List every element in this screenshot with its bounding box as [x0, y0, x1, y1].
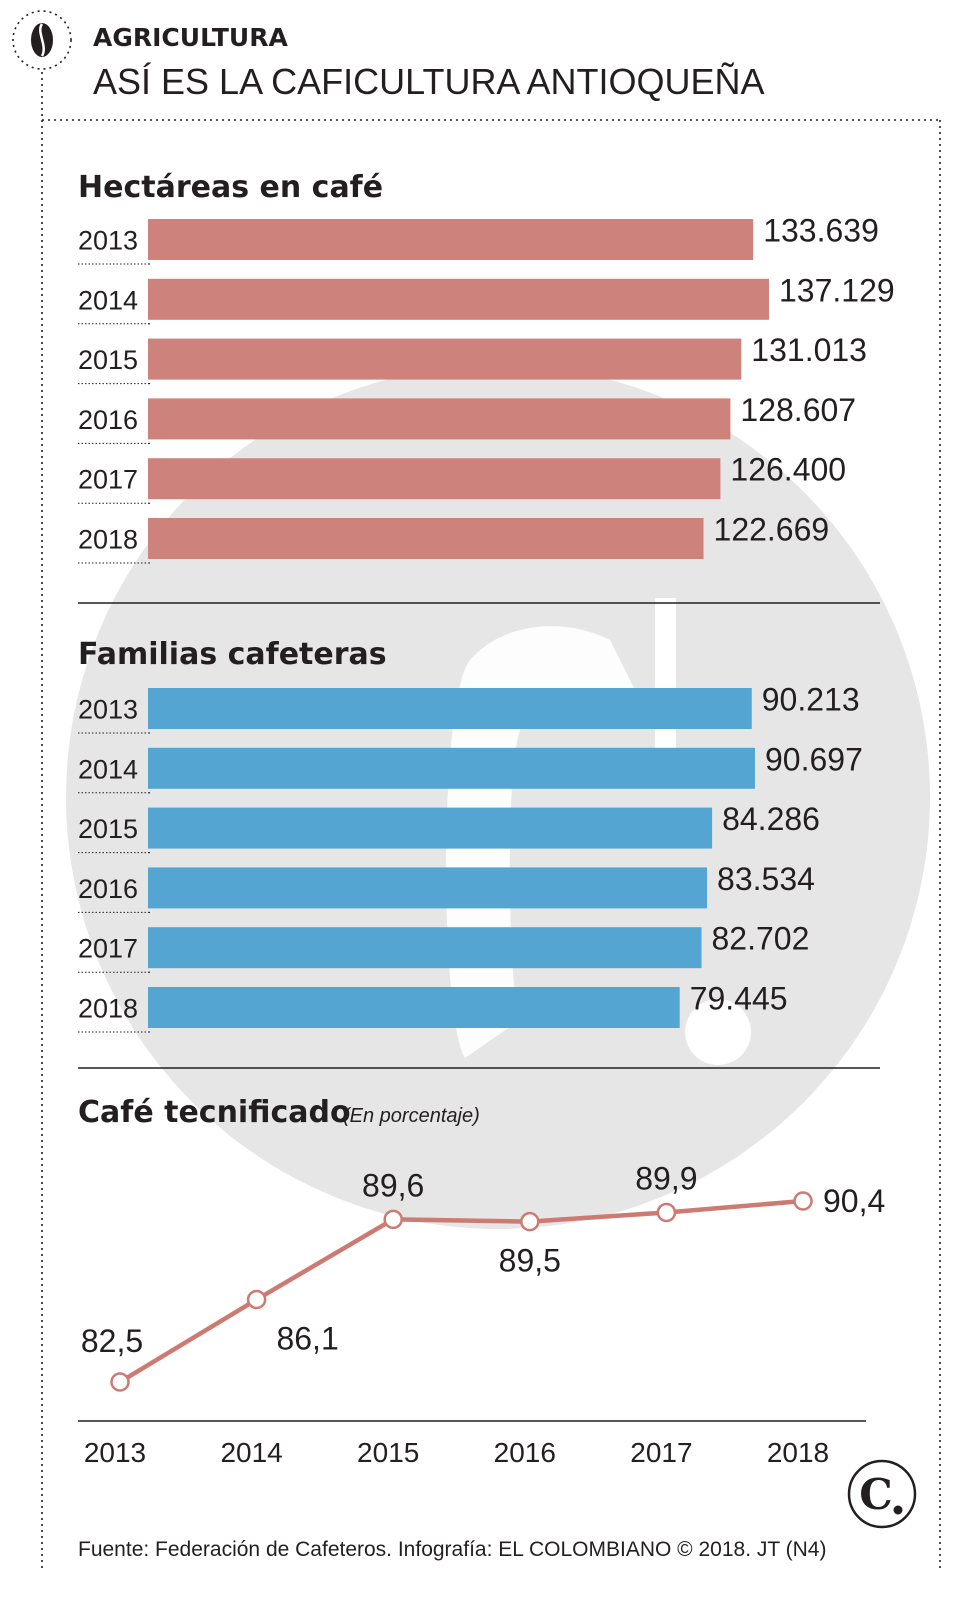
data-point	[246, 1289, 267, 1310]
bar-category-label: 2017	[78, 934, 138, 964]
bar	[148, 688, 752, 729]
logo-letter: C	[859, 1470, 892, 1519]
bar-category-label: 2015	[78, 345, 138, 375]
bar	[148, 338, 742, 380]
series-line	[118, 1198, 804, 1384]
bar	[148, 807, 713, 849]
source-note: Fuente: Federación de Cafeteros. Infogra…	[78, 1538, 826, 1561]
bar-value-label: 90.213	[762, 682, 860, 718]
kicker: AGRICULTURA	[93, 23, 288, 52]
bar-value-label: 83.534	[717, 861, 815, 897]
hectares-chart: Hectáreas en café 2013 133.639 2014 137.129…	[78, 170, 895, 564]
point-value-label: 89,5	[499, 1243, 561, 1279]
bar-category-label: 2014	[78, 285, 138, 315]
bar-category-label: 2018	[78, 525, 138, 555]
bar-value-label: 126.400	[730, 452, 846, 488]
tech-chart: Café tecnificado (En porcentaje) 82,5 201…	[78, 1095, 885, 1468]
bar-category-label: 2015	[78, 814, 138, 844]
bar-category-label: 2013	[78, 695, 138, 725]
bar-category-label: 2018	[78, 994, 138, 1024]
bar-value-label: 131.013	[751, 332, 867, 368]
footer: Fuente: Federación de Cafeteros. Infogra…	[78, 1459, 917, 1561]
bar-value-label: 128.607	[740, 392, 856, 428]
bar-category-label: 2017	[78, 465, 138, 495]
coffee-bean-icon	[12, 10, 72, 70]
x-tick-label: 2015	[357, 1437, 419, 1468]
el-colombiano-logo-icon: C	[847, 1459, 917, 1529]
data-point	[793, 1191, 813, 1211]
hectares-title: Hectáreas en café	[78, 170, 383, 205]
headline: ASÍ ES LA CAFICULTURA ANTIOQUEÑA	[93, 61, 765, 102]
families-chart: Familias cafeteras 2013 90.213 2014 90.697 2…	[78, 637, 863, 1033]
point-value-label: 90,4	[823, 1183, 885, 1219]
families-title: Familias cafeteras	[78, 637, 387, 672]
bar	[148, 518, 704, 559]
bar-value-label: 137.129	[779, 272, 895, 308]
bar	[148, 219, 754, 260]
bar	[148, 867, 708, 909]
data-point	[110, 1372, 130, 1392]
x-tick-label: 2016	[494, 1437, 556, 1468]
data-point	[383, 1209, 403, 1230]
point-value-label: 86,1	[276, 1321, 338, 1357]
bar-value-label: 79.445	[690, 981, 788, 1017]
x-tick-label: 2018	[767, 1437, 829, 1468]
bar-value-label: 84.286	[722, 801, 820, 837]
bar	[148, 278, 769, 320]
data-point	[520, 1211, 540, 1232]
bar-value-label: 133.639	[763, 213, 879, 249]
tech-title: Café tecnificado	[78, 1095, 351, 1130]
frame	[41, 72, 941, 1568]
bar-value-label: 90.697	[765, 741, 863, 777]
point-value-label: 89,6	[362, 1167, 424, 1203]
point-value-label: 89,9	[635, 1160, 697, 1196]
bar-category-label: 2014	[78, 754, 138, 784]
bar-category-label: 2016	[78, 874, 138, 904]
bar	[148, 458, 721, 500]
x-tick-label: 2013	[84, 1437, 146, 1468]
bar	[148, 747, 755, 789]
header: AGRICULTURA ASÍ ES LA CAFICULTURA ANTIOQ…	[12, 10, 765, 102]
tech-subtitle: (En porcentaje)	[343, 1105, 480, 1127]
bar	[148, 927, 702, 969]
data-point	[656, 1202, 677, 1223]
x-tick-label: 2014	[220, 1437, 282, 1468]
bar-category-label: 2013	[78, 226, 138, 256]
bar-category-label: 2016	[78, 405, 138, 435]
bar-value-label: 82.702	[711, 921, 809, 957]
bar	[148, 987, 680, 1028]
point-value-label: 82,5	[81, 1323, 143, 1359]
bar	[148, 398, 731, 440]
bar-value-label: 122.669	[714, 512, 830, 548]
x-tick-label: 2017	[630, 1437, 692, 1468]
